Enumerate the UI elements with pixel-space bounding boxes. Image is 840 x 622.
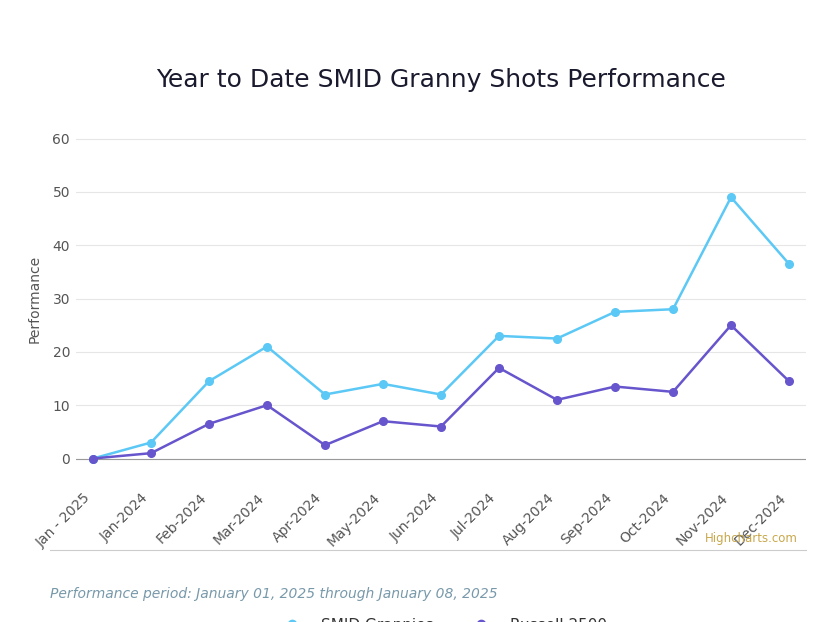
Russell 2500 — [378, 417, 388, 425]
SMID Grannies — [610, 308, 620, 315]
Russell 2500 — [668, 388, 678, 396]
SMID Grannies — [726, 193, 736, 201]
Russell 2500 — [552, 396, 562, 404]
Russell 2500 — [436, 423, 446, 430]
Y-axis label: Performance: Performance — [28, 254, 41, 343]
Text: Performance period: January 01, 2025 through January 08, 2025: Performance period: January 01, 2025 thr… — [50, 587, 498, 601]
Russell 2500 — [610, 383, 620, 390]
SMID Grannies — [146, 439, 156, 446]
Legend: SMID Grannies, Russell 2500: SMID Grannies, Russell 2500 — [269, 612, 613, 622]
Line: Russell 2500: Russell 2500 — [89, 322, 793, 462]
Russell 2500 — [320, 442, 330, 449]
Title: Year to Date SMID Granny Shots Performance: Year to Date SMID Granny Shots Performan… — [156, 68, 726, 92]
SMID Grannies — [784, 260, 794, 267]
Russell 2500 — [204, 420, 214, 427]
SMID Grannies — [552, 335, 562, 342]
Text: Highcharts.com: Highcharts.com — [705, 532, 798, 544]
SMID Grannies — [320, 391, 330, 398]
SMID Grannies — [494, 332, 504, 340]
SMID Grannies — [262, 343, 272, 350]
SMID Grannies — [378, 380, 388, 388]
Russell 2500 — [494, 364, 504, 371]
SMID Grannies — [668, 305, 678, 313]
SMID Grannies — [88, 455, 98, 462]
SMID Grannies — [436, 391, 446, 398]
Russell 2500 — [784, 378, 794, 385]
Russell 2500 — [88, 455, 98, 462]
Line: SMID Grannies: SMID Grannies — [89, 193, 793, 462]
SMID Grannies — [204, 378, 214, 385]
Russell 2500 — [262, 401, 272, 409]
Russell 2500 — [146, 450, 156, 457]
Russell 2500 — [726, 322, 736, 329]
